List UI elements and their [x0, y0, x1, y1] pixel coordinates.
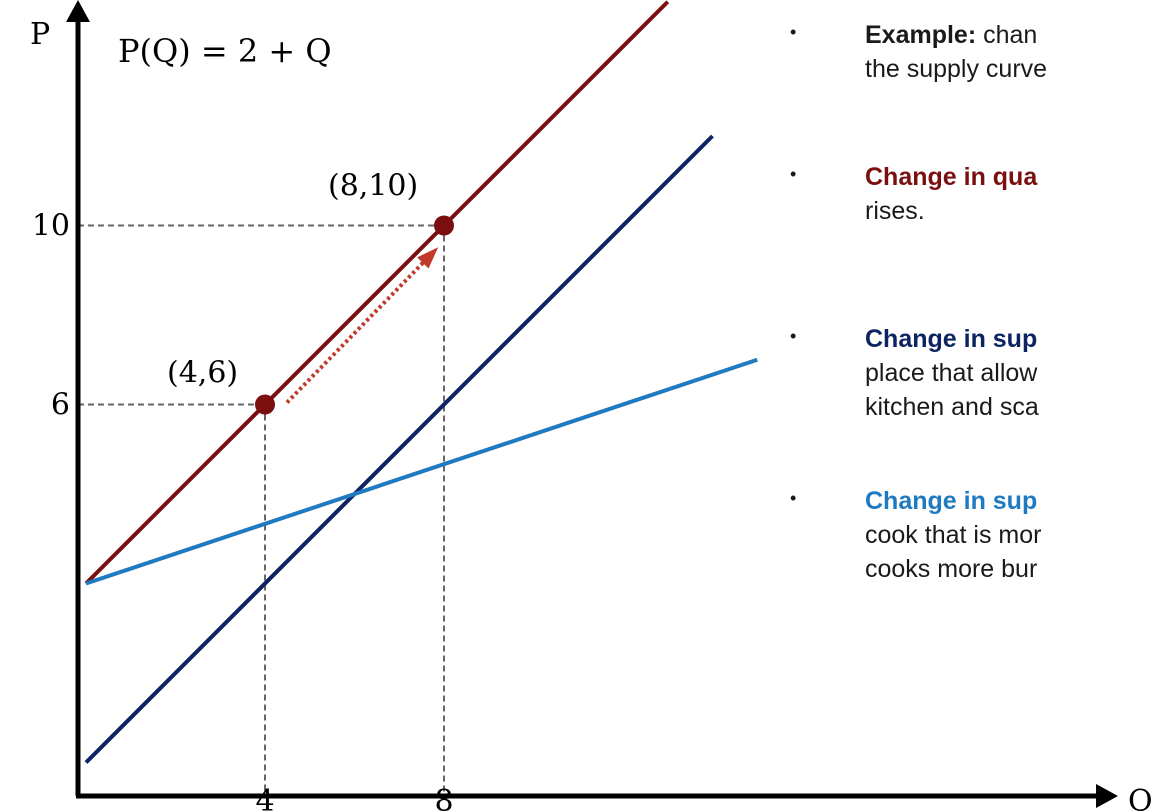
movement-arrow-shaft [285, 250, 436, 404]
y-axis-arrowhead [66, 0, 90, 22]
bullet-heading: Change in qua [865, 163, 1038, 191]
bullet-line: Change in sup [865, 322, 1039, 356]
bullet-marker: • [790, 164, 797, 184]
point-0 [255, 394, 275, 415]
bullet-line: place that allow [865, 359, 1038, 387]
chart-labels: P Q P(Q) = 2 + Q [30, 17, 1152, 811]
y-tick-label-1: 10 [32, 209, 70, 244]
x-tick-label-1: 8 [434, 784, 453, 811]
y-tick-label-0: 6 [51, 388, 70, 423]
bullet-heading: Change in sup [865, 325, 1038, 353]
supply-line-0 [84, 0, 670, 585]
bullet-line: kitchen and sca [865, 393, 1039, 421]
point-1 [434, 215, 454, 236]
bullet-line: rises. [865, 197, 925, 225]
bullet-line: Example: chan [865, 21, 1038, 49]
supply-line-1 [84, 134, 714, 764]
tick-labels: 4 8 6 10 [32, 209, 454, 811]
supply-curves [84, 0, 758, 764]
x-axis-arrowhead [1096, 784, 1118, 808]
bullet-heading: Example: [865, 21, 977, 49]
bullet-marker: • [790, 488, 797, 508]
equation-label: P(Q) = 2 + Q [118, 32, 332, 70]
dashed-guides [78, 224, 445, 796]
bullet-line: cooks more bur [865, 555, 1038, 583]
supply-line-2 [85, 357, 758, 586]
point-label-0: (4,6) [167, 356, 238, 391]
bullet-line: cook that is mor [865, 521, 1042, 549]
bullet-marker: • [790, 22, 797, 42]
movement-arrow [285, 247, 439, 404]
bullet-line: Change in sup [865, 484, 1041, 518]
x-axis-label: Q [1128, 784, 1152, 811]
bullet-text: Change in qua rises. [865, 160, 1037, 228]
axes [66, 0, 1118, 808]
bullet-list: • Example: chan the supply curve • Change in… [790, 0, 1152, 811]
bullet-text: Example: chan the supply curve [865, 18, 1047, 86]
y-axis-label: P [30, 17, 50, 52]
point-label-1: (8,10) [328, 169, 418, 204]
bullet-line: the supply curve [865, 55, 1048, 83]
bullet-line: Change in qua [865, 160, 1037, 194]
bullet-heading: Change in sup [865, 487, 1038, 515]
bullet-marker: • [790, 326, 797, 346]
x-tick-label-0: 4 [255, 784, 274, 811]
movement-arrow-head [417, 247, 439, 269]
bullet-text: Change in sup cook that is mor cooks more … [865, 484, 1041, 586]
bullet-text: Change in sup place that allow kitchen and… [865, 322, 1039, 424]
highlighted-points: (4,6) (8,10) [167, 169, 454, 415]
